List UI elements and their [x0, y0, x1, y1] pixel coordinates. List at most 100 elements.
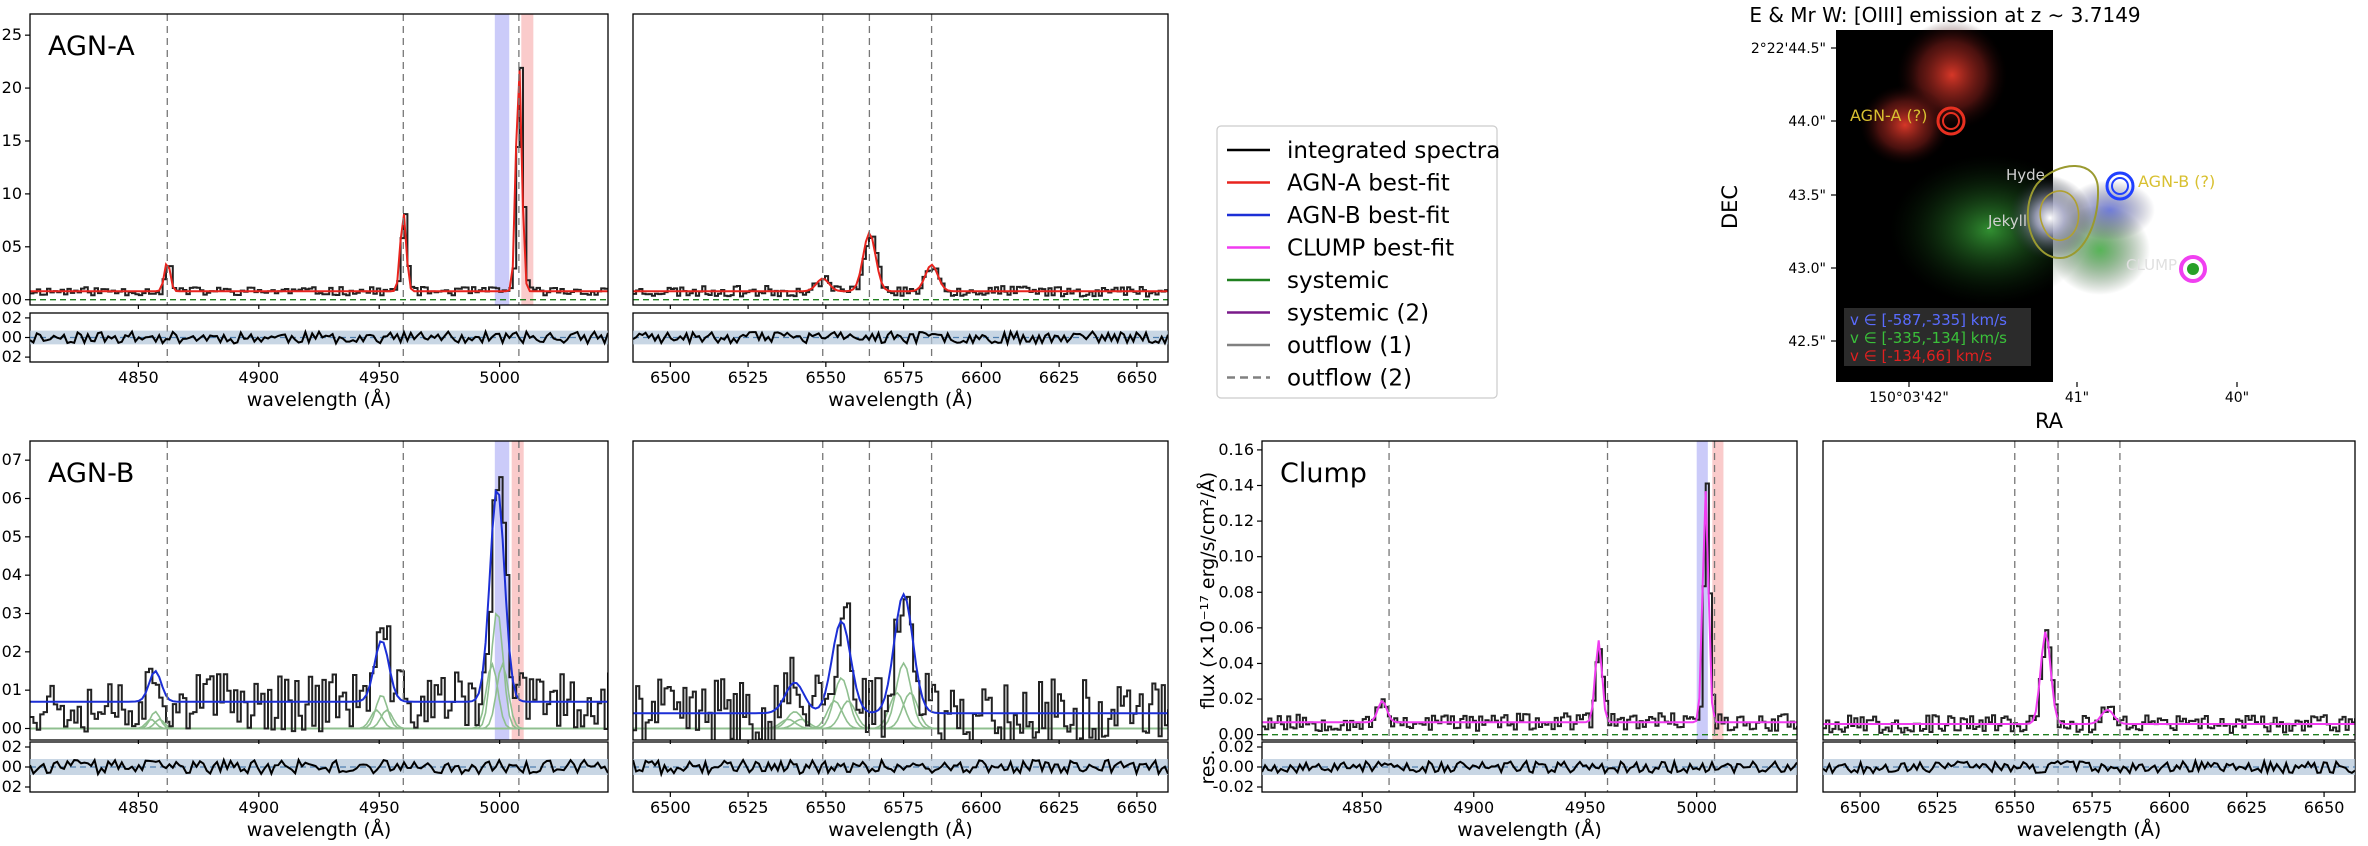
x-tick-label: 5000: [479, 368, 520, 387]
res-y-tick-label: -0.02: [1213, 777, 1254, 796]
panel-frame: [632, 440, 1169, 741]
legend-label: systemic (2): [1287, 301, 1429, 327]
x-tick-label: 5000: [479, 798, 520, 817]
x-tick-label: 4950: [1565, 798, 1606, 817]
component-line: [633, 676, 1168, 730]
x-tick-label: 6550: [805, 798, 846, 817]
clump-marker: [2179, 255, 2207, 283]
agn-a-marker: [1936, 106, 1966, 136]
label-agn-b: AGN-B (?): [2138, 172, 2215, 191]
x-tick-label: 6600: [961, 798, 1002, 817]
spectra-panels: 4850 4900 4950 5000 wavelength (Å) 0.00 0.05 0.…: [0, 13, 2356, 841]
velocity-band-red: [511, 441, 524, 740]
x-tick-label: 6650: [2304, 798, 2345, 817]
x-tick-label: 6525: [1917, 798, 1958, 817]
legend-label: integrated spectra: [1287, 138, 1500, 164]
legend-label: CLUMP best-fit: [1287, 236, 1454, 262]
res-y-tick-label: 0.02: [0, 737, 22, 756]
plot-area: [1262, 482, 1797, 736]
panel-clump-h-: 6500 6525 6550 6575 6600 6625 6650 wavelength (…: [1822, 440, 2356, 841]
x-tick-label: 4900: [1453, 798, 1494, 817]
velocity-bin-green: v ∈ [-335,-134] km/s: [1850, 329, 2007, 347]
x-tick-label: 6550: [1994, 798, 2035, 817]
y-tick-label: 0.00: [0, 290, 22, 309]
y-tick-label: 0.15: [0, 131, 22, 150]
panel-frame: [29, 440, 609, 741]
x-axis-label: wavelength (Å): [2017, 818, 2162, 841]
y-tick-label: 0.03: [0, 604, 22, 623]
residual-line: [30, 328, 608, 346]
panel-frame: [29, 13, 609, 306]
x-tick-label: 6575: [2072, 798, 2113, 817]
x-tick-label: 4950: [359, 798, 400, 817]
residual-area: [1823, 757, 2355, 776]
image-x-tick-label: 40": [2225, 390, 2249, 406]
x-tick-label: 6600: [2149, 798, 2190, 817]
panel-agn-b-h-: 6500 6525 6550 6575 6600 6625 6650 wavelength (…: [632, 440, 1169, 841]
x-tick-label: 4850: [118, 798, 159, 817]
x-tick-label: 4850: [1342, 798, 1383, 817]
integrated-spectrum: [633, 595, 1168, 740]
panel-agn-a-h-: 6500 6525 6550 6575 6600 6625 6650 wavelength (…: [632, 13, 1169, 411]
x-tick-label: 6500: [650, 368, 691, 387]
plot-area: [633, 230, 1168, 301]
image-x-tick-label: 41": [2065, 390, 2089, 406]
scalebar-label: 3.6 kpc: [2181, 339, 2236, 357]
agn-a-marker-inner: [1942, 112, 1960, 130]
clump-marker-core: [2187, 263, 2199, 275]
agn-b-marker: [2105, 171, 2135, 201]
best-fit-line: [633, 591, 1168, 715]
res-y-tick-label: 0.00: [0, 328, 22, 347]
x-axis-label: wavelength (Å): [1457, 818, 1602, 841]
image-x-tick-label: 150°03'42": [1869, 390, 1949, 406]
y-tick-label: 0.10: [0, 184, 22, 203]
residual-area: [633, 328, 1168, 347]
x-axis-label: wavelength (Å): [828, 388, 973, 411]
y-tick-label: 0.08: [1218, 582, 1254, 601]
y-tick-label: 0.16: [1218, 440, 1254, 459]
y-tick-label: 0.04: [0, 565, 22, 584]
y-tick-label: 0.02: [0, 642, 22, 661]
velocity-band-blue: [494, 14, 510, 305]
y-tick-label: 0.04: [1218, 653, 1254, 672]
component-line: [633, 718, 1168, 730]
y-tick-label: 0.05: [0, 237, 22, 256]
image-axis-ticks: 2°22'44.5" 44.0" 43.5" 43.0" 42.5" 150°03'42"…: [1751, 41, 2249, 406]
x-tick-label: 6575: [883, 798, 924, 817]
y-tick-label: 0.00: [0, 719, 22, 738]
legend-box: [1216, 125, 1498, 399]
agn-b-marker-inner: [2111, 177, 2129, 195]
res-y-tick-label: -0.02: [0, 347, 22, 366]
velocity-legend-box: [1844, 308, 2031, 366]
panel-frame: [632, 13, 1169, 306]
y-tick-label: 0.25: [0, 25, 22, 44]
legend-label: AGN-B best-fit: [1287, 203, 1449, 229]
panel-label: AGN-B: [48, 458, 134, 489]
legend-label: systemic: [1287, 268, 1389, 294]
component-line: [633, 718, 1168, 730]
res-y-tick-label: 0.02: [0, 308, 22, 327]
integrated-spectrum: [1262, 482, 1797, 732]
x-tick-label: 6600: [961, 368, 1002, 387]
x-tick-label: 6625: [2226, 798, 2267, 817]
residual-area: [30, 328, 608, 346]
residual-line: [633, 328, 1168, 347]
label-clump: CLUMP: [2126, 256, 2177, 274]
y-tick-label: 0.20: [0, 78, 22, 97]
residual-area: [1262, 757, 1797, 776]
residual-area: [633, 757, 1168, 778]
best-fit-line: [633, 230, 1168, 293]
residual-line: [1262, 757, 1797, 776]
x-tick-label: 6500: [650, 798, 691, 817]
x-tick-label: 4900: [238, 368, 279, 387]
res-axis-label: res.: [1197, 749, 1219, 784]
best-fit-line: [30, 70, 608, 293]
x-axis-label: wavelength (Å): [828, 818, 973, 841]
label-agn-a: AGN-A (?): [1850, 106, 1927, 125]
x-tick-label: 6550: [805, 368, 846, 387]
res-y-tick-label: 0.00: [1218, 757, 1254, 776]
image-y-tick-label: 43.5": [1788, 188, 1826, 204]
residual-line: [30, 757, 608, 777]
